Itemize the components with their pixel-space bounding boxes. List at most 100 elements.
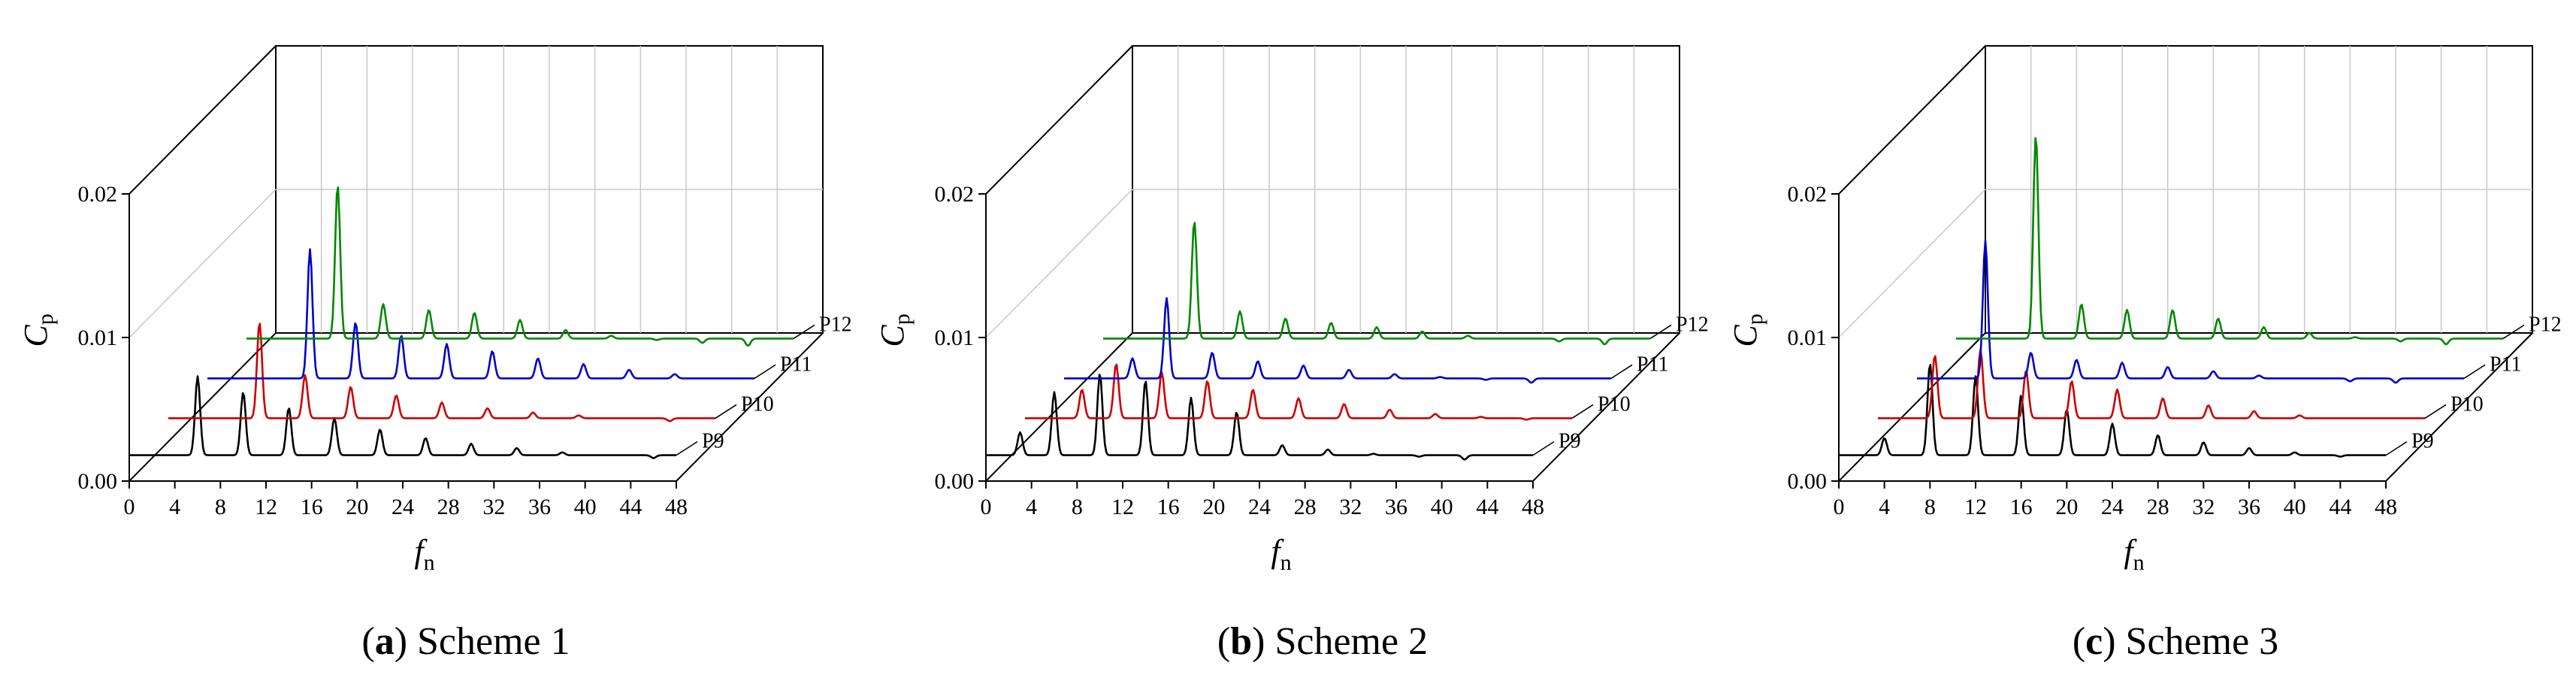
y-tick-label: 0.02 [78,182,118,207]
x-tick-label: 16 [2010,495,2033,519]
x-tick-label: 32 [482,495,505,519]
series-label-p10: P10 [741,392,774,416]
panel-caption: (c) Scheme 3 [2073,620,2278,663]
x-tick-label: 0 [981,495,992,519]
x-tick-label: 28 [2147,495,2169,519]
side-wall-line [1838,189,1986,338]
series-line-p9 [986,374,1533,461]
series-line-p10 [1025,363,1572,421]
panel-caption: (b) Scheme 2 [1217,620,1428,663]
y-tick-label: 0.02 [935,182,975,207]
x-tick-label: 32 [2192,495,2215,519]
panel-caption: (a) Scheme 1 [361,620,570,663]
x-tick-label: 4 [169,495,180,519]
x-tick-label: 24 [2101,495,2124,519]
x-tick-label: 44 [619,495,642,519]
y-tick-label: 0.00 [78,469,118,494]
x-tick-label: 44 [2329,495,2351,519]
series-label-leader [1571,404,1594,419]
series-label-p10: P10 [1598,392,1631,416]
floor-edge [1532,332,1680,482]
x-tick-label: 12 [1111,495,1134,519]
x-tick-label: 0 [124,495,135,519]
x-tick-label: 28 [437,495,460,519]
chart-panel-c: 0.000.010.020 4 8 12 16 20 24 28 32 36 40 44 48P9P10… [1727,45,2562,663]
side-wall-line [985,45,1133,195]
series-line-p11 [1064,297,1611,384]
side-wall-line [1838,332,1986,482]
x-tick-label: 36 [528,495,551,519]
series-label-leader [793,324,815,340]
x-tick-label: 4 [1026,495,1037,519]
floor-edge [676,332,824,482]
series-line-p9 [129,375,676,459]
series-label-leader [2463,364,2486,380]
series-line-p12 [1956,137,2503,346]
x-tick-label: 8 [215,495,226,519]
x-tick-label: 44 [1476,495,1498,519]
y-tick-label: 0.00 [935,469,975,494]
side-wall-line [128,189,277,338]
series-label-leader [676,440,698,456]
series-line-p10 [1878,348,2425,419]
chart-panel-b: 0.000.010.020 4 8 12 16 20 24 28 32 36 40 44 48P9P10… [874,45,1709,663]
x-tick-label: 12 [1964,495,1987,519]
x-tick-label: 48 [1522,495,1544,519]
x-tick-label: 24 [392,495,414,519]
x-tick-label: 48 [2375,495,2397,519]
series-line-p11 [207,248,754,380]
series-label-leader [715,404,737,419]
series-label-leader [2424,404,2447,419]
series-label-p12: P12 [2529,313,2562,336]
x-tick-label: 8 [1072,495,1083,519]
x-tick-label: 40 [1431,495,1453,519]
x-tick-label: 28 [1294,495,1317,519]
y-tick-label: 0.00 [1788,469,1828,494]
x-tick-label: 4 [1879,495,1890,519]
floor-edge [2385,332,2533,482]
x-tick-label: 40 [574,495,597,519]
series-line-p11 [1917,239,2464,384]
x-axis-label: fn [1271,533,1291,575]
x-tick-label: 0 [1834,495,1845,519]
side-wall-line [985,189,1133,338]
series-label-p9: P9 [1559,430,1581,453]
y-tick-label: 0.02 [1788,182,1828,207]
x-tick-label: 48 [665,495,688,519]
y-axis-label: Cp [17,313,58,347]
series-line-p12 [1103,222,1650,346]
series-label-leader [2385,440,2408,456]
chart-panel-a: 0.000.010.020 4 8 12 16 20 24 28 32 36 40 44 48P9P10… [17,45,852,663]
series-label-p11: P11 [1637,353,1669,376]
y-tick-label: 0.01 [935,325,975,350]
x-tick-label: 32 [1339,495,1362,519]
x-axis-label: fn [414,533,434,575]
series-label-leader [1610,364,1633,380]
series-label-p11: P11 [2490,353,2522,376]
y-tick-label: 0.01 [78,325,118,350]
series-label-leader [754,364,776,380]
y-axis-label: Cp [1727,313,1767,347]
series-label-leader [1649,324,1672,340]
x-tick-label: 36 [2238,495,2260,519]
y-axis-label: Cp [874,313,915,347]
x-tick-label: 40 [2284,495,2306,519]
series-label-p10: P10 [2451,392,2484,416]
x-tick-label: 16 [1157,495,1180,519]
side-wall-line [128,332,277,482]
side-wall-line [128,45,277,195]
x-tick-label: 24 [1248,495,1271,519]
side-wall-line [985,332,1133,482]
x-tick-label: 20 [346,495,368,519]
side-wall-line [1838,45,1986,195]
series-label-leader [1532,440,1555,456]
series-label-p12: P12 [1676,313,1709,336]
x-tick-label: 20 [1202,495,1225,519]
series-label-p11: P11 [780,353,812,376]
x-tick-label: 16 [301,495,323,519]
x-axis-label: fn [2124,533,2144,575]
series-line-p12 [246,186,794,347]
x-tick-label: 12 [255,495,277,519]
